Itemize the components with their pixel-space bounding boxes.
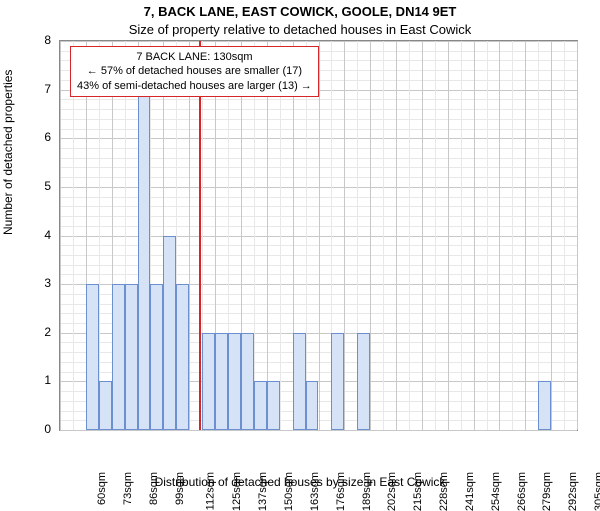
- callout-line-3: 43% of semi-detached houses are larger (…: [77, 79, 312, 93]
- y-tick-label: 7: [44, 82, 51, 96]
- histogram-bar: [538, 381, 551, 430]
- plot-area: [59, 40, 578, 431]
- histogram-bar: [150, 284, 163, 430]
- chart-root: 7, BACK LANE, EAST COWICK, GOOLE, DN14 9…: [0, 0, 600, 500]
- chart-title-sub: Size of property relative to detached ho…: [0, 22, 600, 37]
- histogram-bar: [86, 284, 99, 430]
- y-tick-label: 2: [44, 325, 51, 339]
- histogram-bar: [176, 284, 189, 430]
- chart-title-addr: 7, BACK LANE, EAST COWICK, GOOLE, DN14 9…: [0, 4, 600, 19]
- histogram-bar: [163, 236, 176, 431]
- callout-line-1: 7 BACK LANE: 130sqm: [77, 50, 312, 64]
- histogram-bar: [267, 381, 280, 430]
- histogram-bar: [215, 333, 228, 430]
- histogram-bar: [254, 381, 267, 430]
- histogram-bar: [138, 90, 151, 430]
- callout-line-2: ← 57% of detached houses are smaller (17…: [77, 64, 312, 78]
- histogram-bar: [228, 333, 241, 430]
- x-axis-title: Distribution of detached houses by size …: [0, 475, 600, 489]
- y-tick-label: 0: [44, 422, 51, 436]
- y-tick-label: 6: [44, 130, 51, 144]
- histogram-bar: [357, 333, 370, 430]
- y-tick-label: 8: [44, 33, 51, 47]
- y-axis-labels: 012345678: [0, 40, 55, 431]
- y-tick-label: 4: [44, 228, 51, 242]
- histogram-bar: [112, 284, 125, 430]
- histogram-bar: [202, 333, 215, 430]
- x-axis-labels: 60sqm73sqm86sqm99sqm112sqm125sqm137sqm15…: [59, 432, 578, 472]
- reference-callout: 7 BACK LANE: 130sqm ← 57% of detached ho…: [70, 46, 319, 97]
- histogram-bar: [125, 284, 138, 430]
- histogram-bar: [99, 381, 112, 430]
- histogram-bar: [306, 381, 319, 430]
- y-tick-label: 3: [44, 276, 51, 290]
- histogram-bar: [241, 333, 254, 430]
- histogram-bar: [331, 333, 344, 430]
- reference-line: [199, 41, 201, 430]
- histogram-bar: [293, 333, 306, 430]
- y-tick-label: 5: [44, 179, 51, 193]
- y-tick-label: 1: [44, 373, 51, 387]
